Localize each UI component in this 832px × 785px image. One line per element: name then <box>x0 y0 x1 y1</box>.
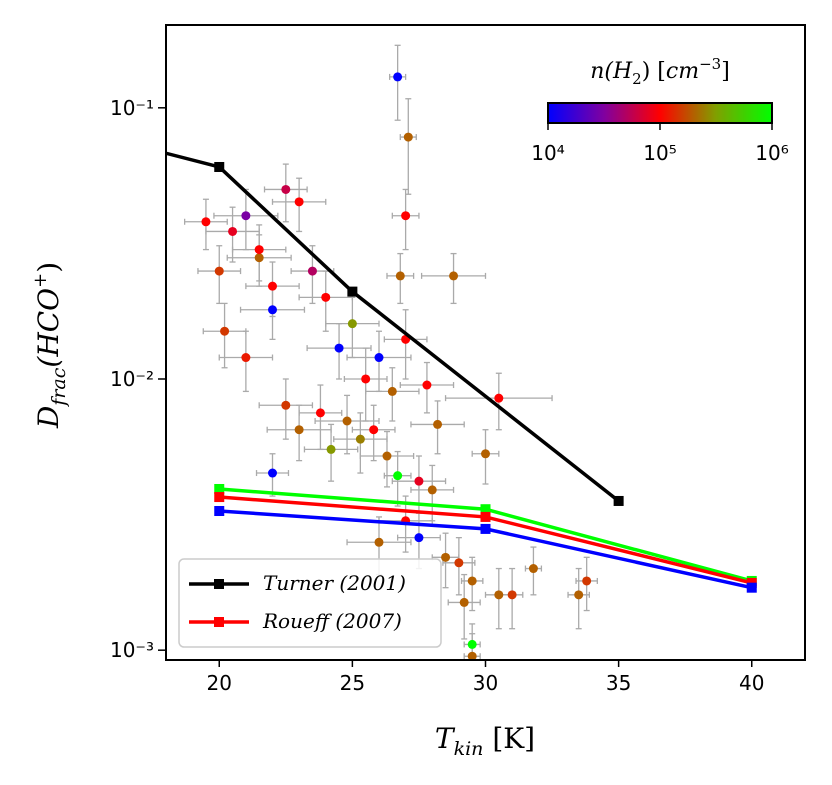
scatter-point <box>220 326 230 336</box>
model-marker <box>214 161 225 172</box>
scatter-point <box>449 271 459 281</box>
scatter-point <box>361 374 371 384</box>
scatter-point <box>528 564 538 574</box>
scatter-point <box>294 197 304 207</box>
model-marker <box>214 492 225 503</box>
model-marker <box>480 504 491 515</box>
scatter-point <box>574 590 584 600</box>
scatter-point <box>307 266 317 276</box>
scatter-point <box>268 281 277 291</box>
y-tick-label: 10⁻² <box>110 367 154 391</box>
plot-area <box>81 44 757 660</box>
scatter-point <box>441 552 451 562</box>
scatter-point <box>467 639 477 649</box>
model-marker <box>746 582 757 593</box>
legend-marker <box>214 579 224 589</box>
scatter-point <box>342 416 352 426</box>
scatter-point <box>481 449 490 459</box>
model-line <box>166 151 620 503</box>
scatter-point <box>414 476 424 486</box>
legend-box <box>178 558 442 648</box>
scatter-point <box>369 425 379 435</box>
model-marker <box>214 506 225 517</box>
colorbar-label: n(H2) [cm−3] <box>590 55 730 88</box>
model-marker <box>347 286 358 297</box>
model-marker <box>480 523 491 534</box>
scatter-point <box>467 576 477 586</box>
scatter-point <box>395 271 405 281</box>
scatter-point <box>201 217 211 227</box>
scatter-point <box>401 211 411 221</box>
scatter-point <box>254 245 264 255</box>
scatter-point <box>403 132 413 142</box>
colorbar-tick-label: 10⁵ <box>643 141 676 165</box>
scatter-point <box>459 597 469 607</box>
x-axis-label: Tkin [K] <box>435 722 535 760</box>
x-tick-label: 35 <box>606 671 631 695</box>
scatter-point <box>454 558 464 568</box>
scatter-point <box>382 451 392 461</box>
scatter-point <box>268 468 277 478</box>
colorbar-tick-label: 10⁴ <box>531 141 564 165</box>
x-tick-label: 25 <box>340 671 365 695</box>
x-tick-label: 30 <box>473 671 498 695</box>
scatter-point <box>422 380 432 390</box>
model-marker <box>613 495 624 506</box>
model-marker <box>480 511 491 522</box>
legend-label: Roueff (2007) <box>262 609 402 633</box>
scatter-point <box>433 419 443 429</box>
scatter-point <box>347 319 357 329</box>
model-marker <box>81 128 91 138</box>
scatter-point <box>281 184 291 194</box>
scatter-point <box>268 305 277 315</box>
scatter-point <box>374 537 384 547</box>
scatter-point <box>228 226 238 236</box>
scatter-point <box>494 393 504 403</box>
x-tick-label: 20 <box>207 671 232 695</box>
scatter-point <box>281 400 291 410</box>
scatter-point <box>427 485 437 495</box>
scatter-point <box>582 576 592 586</box>
scatter-point <box>393 471 403 481</box>
legend-marker <box>214 617 224 627</box>
scatter-point <box>321 292 331 302</box>
scatter-point <box>294 425 304 435</box>
scatter-point <box>374 353 384 363</box>
colorbar <box>547 102 773 124</box>
x-tick-label: 40 <box>739 671 764 695</box>
scatter-point <box>467 651 477 660</box>
y-axis-label: Dfrac(HCO+) <box>30 262 70 429</box>
scatter-point <box>214 266 224 276</box>
scatter-point <box>393 72 403 82</box>
scatter-point <box>315 408 325 418</box>
legend-label: Turner (2001) <box>263 571 406 595</box>
scatter-point <box>241 353 251 363</box>
scatter-point <box>326 444 336 454</box>
scatter-point <box>387 386 397 396</box>
model-marker <box>214 483 225 494</box>
y-tick-label: 10⁻³ <box>110 638 154 662</box>
legend: Turner (2001) Roueff (2007) <box>178 558 442 648</box>
scatter-point <box>241 211 251 221</box>
scatter-point <box>334 343 344 353</box>
scatter-point <box>494 590 504 600</box>
scatter-point <box>507 590 517 600</box>
scatter-point <box>414 533 424 543</box>
colorbar-tick-label: 10⁶ <box>755 141 788 165</box>
scatter-point <box>254 253 264 263</box>
y-tick-label: 10⁻¹ <box>110 96 154 120</box>
scatter-point <box>355 434 365 444</box>
